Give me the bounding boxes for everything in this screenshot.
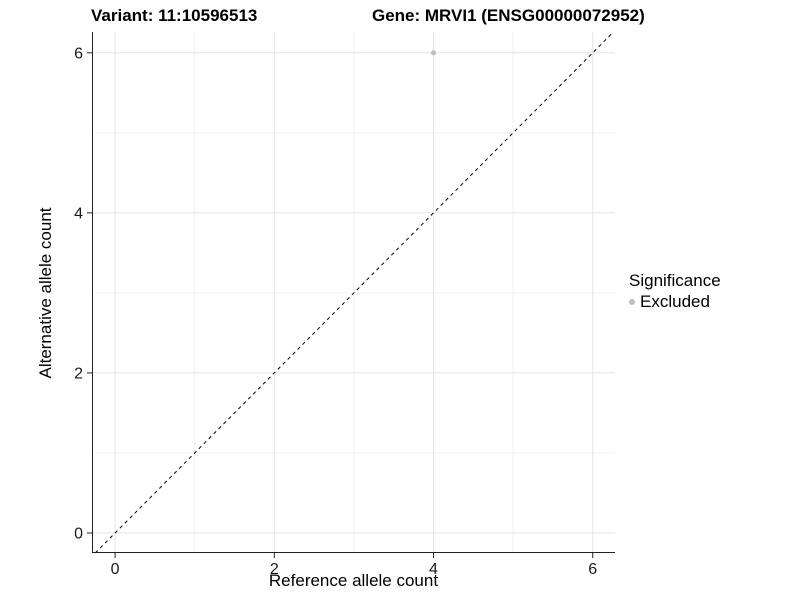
x-tick-label: 4	[429, 561, 438, 578]
x-tick-label: 6	[588, 561, 597, 578]
plot-canvas: 0 2 4 6 0 2 4 6	[74, 31, 615, 578]
x-tick-label: 0	[111, 561, 120, 578]
legend-title: Significance	[629, 271, 721, 290]
variant-title: Variant: 11:10596513	[91, 6, 258, 25]
legend-item-excluded: Excluded	[629, 292, 721, 312]
legend: Significance Excluded	[629, 271, 721, 312]
y-tick-label: 4	[74, 205, 83, 222]
excluded-point-icon	[629, 299, 635, 305]
y-tick-label: 0	[74, 525, 83, 542]
x-axis-title: Reference allele count	[268, 571, 439, 590]
legend-item-label: Excluded	[640, 292, 710, 311]
y-axis-title: Alternative allele count	[36, 207, 55, 379]
identity-reference-line	[94, 31, 614, 554]
y-tick-label: 6	[74, 45, 83, 62]
x-tick-label: 2	[270, 561, 279, 578]
data-point	[431, 50, 437, 56]
gene-title: Gene: MRVI1 (ENSG00000072952)	[372, 6, 645, 25]
plot-panel: 0 2 4 6 0 2 4 6	[74, 31, 615, 578]
y-tick-label: 2	[74, 365, 83, 382]
